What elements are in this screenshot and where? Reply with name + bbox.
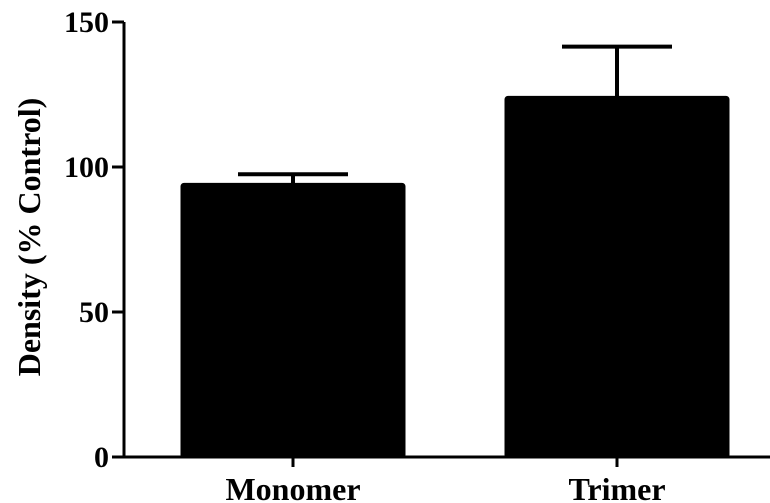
bar-trimer (504, 95, 730, 459)
y-axis-title: Density (% Control) (11, 98, 47, 377)
x-tick-label-trimer: Trimer (568, 471, 665, 503)
x-tick-label-monomer: Monomer (225, 471, 360, 503)
y-tick-label-0: 0 (94, 441, 109, 474)
y-tick-label-50: 50 (79, 296, 109, 329)
y-tick-label-150: 150 (64, 6, 109, 39)
y-tick-label-100: 100 (64, 151, 109, 184)
bar-monomer (180, 182, 406, 459)
